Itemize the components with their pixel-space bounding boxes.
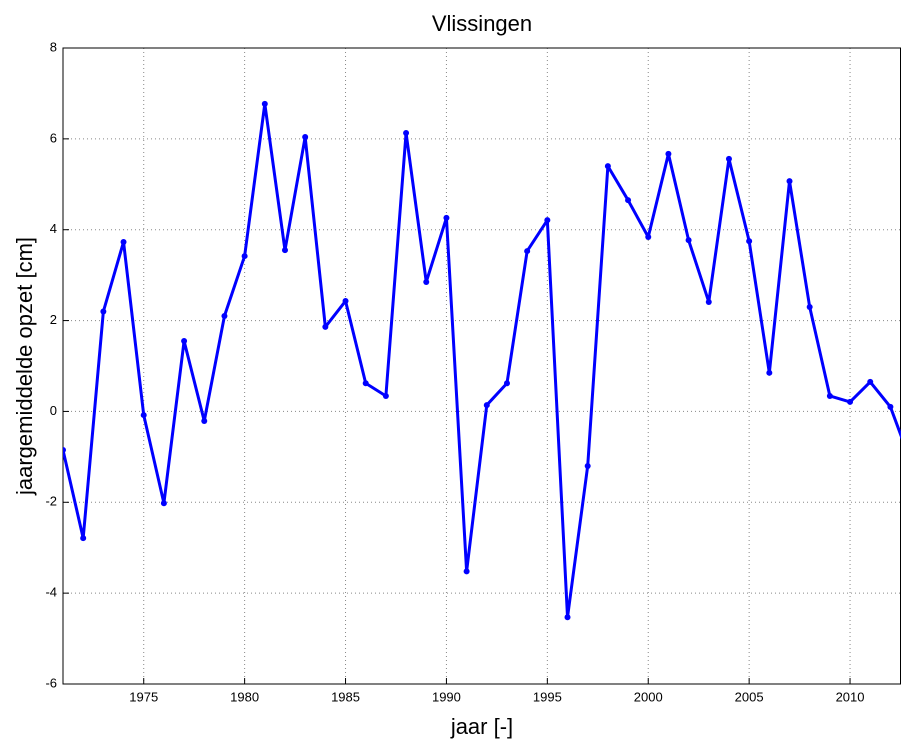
data-point: [261, 100, 268, 107]
data-point: [503, 380, 510, 387]
x-tick-label: 1975: [129, 689, 158, 704]
data-point: [423, 278, 430, 285]
data-point: [584, 462, 591, 469]
y-tick-label: -2: [45, 494, 57, 509]
data-point: [382, 392, 389, 399]
x-axis-label: jaar [-]: [450, 714, 513, 739]
y-tick-label: -6: [45, 675, 57, 690]
data-point: [140, 412, 147, 419]
x-tick-label: 1995: [533, 689, 562, 704]
data-point: [867, 378, 874, 385]
chart-title: Vlissingen: [432, 11, 532, 36]
data-point: [564, 614, 571, 621]
data-point: [302, 134, 309, 141]
data-point: [705, 298, 712, 305]
data-point: [786, 178, 793, 185]
y-tick-label: 2: [50, 312, 57, 327]
y-tick-label: 4: [50, 221, 57, 236]
data-point: [524, 248, 531, 255]
data-point: [725, 155, 732, 162]
data-point: [746, 238, 753, 245]
data-point: [80, 535, 87, 542]
data-point: [665, 150, 672, 157]
data-point: [483, 402, 490, 409]
data-point: [403, 129, 410, 136]
data-point: [766, 369, 773, 376]
x-tick-label: 1985: [331, 689, 360, 704]
data-point: [625, 197, 632, 204]
y-axis-label: jaargemiddelde opzet [cm]: [12, 237, 37, 496]
data-point: [826, 392, 833, 399]
data-point: [342, 298, 349, 305]
data-point: [221, 313, 228, 320]
data-point: [463, 568, 470, 575]
data-point: [887, 403, 894, 410]
data-point: [281, 247, 288, 254]
data-point: [645, 233, 652, 240]
data-point: [362, 380, 369, 387]
data-point: [322, 323, 329, 330]
data-point: [806, 303, 813, 310]
y-tick-label: 6: [50, 130, 57, 145]
x-tick-label: 2000: [634, 689, 663, 704]
data-point: [201, 417, 208, 424]
data-point: [847, 398, 854, 405]
data-point: [544, 217, 551, 224]
data-point: [241, 253, 248, 260]
y-tick-label: -4: [45, 585, 57, 600]
x-tick-label: 2010: [836, 689, 865, 704]
x-tick-label: 1980: [230, 689, 259, 704]
data-point: [181, 338, 188, 345]
data-point: [604, 163, 611, 170]
x-tick-label: 2005: [735, 689, 764, 704]
data-point: [63, 447, 66, 454]
y-tick-label: 0: [50, 403, 57, 418]
data-point: [120, 238, 127, 245]
data-point: [160, 500, 167, 507]
plot-area: [63, 100, 901, 621]
y-tick-label: 8: [50, 39, 57, 54]
data-point: [100, 308, 107, 315]
data-point: [443, 214, 450, 221]
data-point: [685, 237, 692, 244]
x-tick-label: 1990: [432, 689, 461, 704]
